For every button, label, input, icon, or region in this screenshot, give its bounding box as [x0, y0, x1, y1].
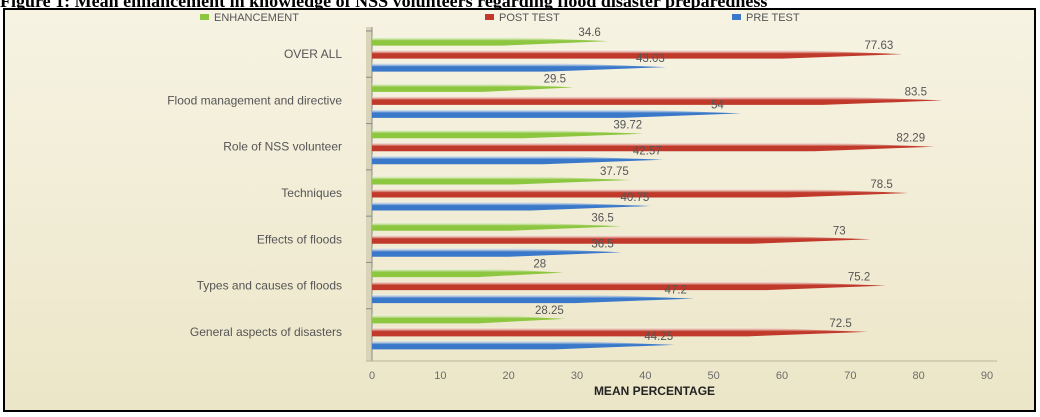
bar-enhancement-techniques [372, 175, 630, 185]
legend-label-pre-test: PRE TEST [746, 12, 800, 24]
x-tick-label-10: 10 [434, 370, 446, 382]
x-tick-label-30: 30 [571, 370, 583, 382]
bar-pre-test-general-aspects-of-disasters [372, 340, 675, 350]
bar-post-test-flood-management-and-directive [372, 95, 943, 105]
data-label-post-test-over-all: 77.63 [864, 40, 893, 52]
bar-enhancement-role-of-nss-volunteer [372, 129, 644, 139]
x-tick-label-40: 40 [639, 370, 651, 382]
data-label-pre-test-flood-management-and-directive: 54 [711, 99, 724, 111]
chart-frame: ENHANCEMENT POST TEST PRE TEST 0 10 20 30 40 50… [3, 8, 1036, 412]
x-tick-label-20: 20 [503, 370, 515, 382]
data-label-enhancement-role-of-nss-volunteer: 39.72 [613, 120, 642, 132]
data-label-enhancement-flood-management-and-directive: 29.5 [544, 73, 566, 85]
data-label-enhancement-over-all: 34.6 [578, 27, 600, 39]
data-label-post-test-role-of-nss-volunteer: 82.29 [896, 133, 925, 145]
x-axis-title: MEAN PERCENTAGE [594, 384, 715, 398]
bar-post-test-over-all [372, 49, 903, 59]
category-label-types-and-causes-of-floods: Types and causes of floods [197, 279, 342, 293]
x-tick-label-50: 50 [708, 370, 720, 382]
data-label-pre-test-general-aspects-of-disasters: 44.25 [644, 331, 673, 343]
category-label-role-of-nss-volunteer: Role of NSS volunteer [223, 140, 342, 154]
legend-swatch-enhancement [200, 14, 209, 20]
bar-enhancement-effects-of-floods [372, 221, 622, 231]
bar-enhancement-general-aspects-of-disasters [372, 314, 566, 324]
bar-post-test-role-of-nss-volunteer [372, 142, 935, 152]
category-label-over-all: OVER ALL [284, 47, 342, 61]
data-labels: 34.6 77.63 43.03 29.5 83.5 54 39.72 82.29 42.57 3… [533, 27, 927, 343]
category-label-techniques: Techniques [281, 186, 342, 200]
data-label-post-test-effects-of-floods: 73 [833, 225, 846, 237]
category-label-flood-management-and-directive: Flood management and directive [167, 93, 342, 107]
bar-post-test-types-and-causes-of-floods [372, 281, 886, 291]
data-label-enhancement-effects-of-floods: 36.5 [591, 212, 613, 224]
bar-post-test-general-aspects-of-disasters [372, 327, 868, 337]
bar-chart: ENHANCEMENT POST TEST PRE TEST 0 10 20 30 40 50… [5, 10, 1034, 410]
bar-pre-test-over-all [372, 62, 667, 72]
legend-swatch-pre-test [732, 14, 741, 20]
x-tick-label-0: 0 [369, 370, 375, 382]
x-tick-label-60: 60 [776, 370, 788, 382]
data-label-post-test-techniques: 78.5 [870, 179, 892, 191]
legend-label-post-test: POST TEST [499, 12, 560, 24]
data-label-post-test-general-aspects-of-disasters: 72.5 [829, 318, 851, 330]
category-label-effects-of-floods: Effects of floods [257, 232, 342, 246]
bar-post-test-effects-of-floods [372, 234, 871, 244]
data-label-pre-test-techniques: 40.75 [620, 192, 649, 204]
x-tick-label-80: 80 [913, 370, 925, 382]
data-label-pre-test-over-all: 43.03 [636, 53, 665, 65]
bar-enhancement-over-all [372, 36, 609, 46]
data-label-pre-test-role-of-nss-volunteer: 42.57 [633, 146, 662, 158]
bar-post-test-techniques [372, 188, 909, 198]
figure-caption-text: Figure 1: Mean enhancement in knowledge … [0, 0, 768, 10]
bar-pre-test-types-and-causes-of-floods [372, 294, 695, 304]
legend-label-enhancement: ENHANCEMENT [214, 12, 299, 24]
data-label-enhancement-types-and-causes-of-floods: 28 [533, 259, 546, 271]
bar-enhancement-types-and-causes-of-floods [372, 268, 564, 278]
bar-enhancement-flood-management-and-directive [372, 82, 574, 92]
figure-caption: Figure 1: Mean enhancement in knowledge … [0, 0, 1040, 10]
legend-swatch-post-test [485, 14, 494, 20]
legend: ENHANCEMENT POST TEST PRE TEST [200, 12, 800, 24]
data-label-enhancement-general-aspects-of-disasters: 28.25 [535, 305, 564, 317]
data-label-post-test-types-and-causes-of-floods: 75.2 [848, 272, 870, 284]
category-label-general-aspects-of-disasters: General aspects of disasters [190, 325, 342, 339]
bars [372, 36, 943, 350]
data-label-enhancement-techniques: 37.75 [600, 166, 629, 178]
bar-pre-test-role-of-nss-volunteer [372, 155, 663, 165]
x-tick-label-90: 90 [981, 370, 993, 382]
x-tick-label-70: 70 [844, 370, 856, 382]
axis-wall [366, 27, 372, 361]
data-label-pre-test-effects-of-floods: 36.5 [591, 238, 613, 250]
data-label-pre-test-types-and-causes-of-floods: 47.2 [665, 285, 687, 297]
bar-pre-test-effects-of-floods [372, 247, 622, 257]
bar-pre-test-techniques [372, 201, 651, 211]
bar-pre-test-flood-management-and-directive [372, 108, 741, 118]
data-label-post-test-flood-management-and-directive: 83.5 [905, 86, 927, 98]
axes: 0 10 20 30 40 50 60 70 80 90 MEAN PERCENTAGE OVER A… [167, 27, 997, 398]
